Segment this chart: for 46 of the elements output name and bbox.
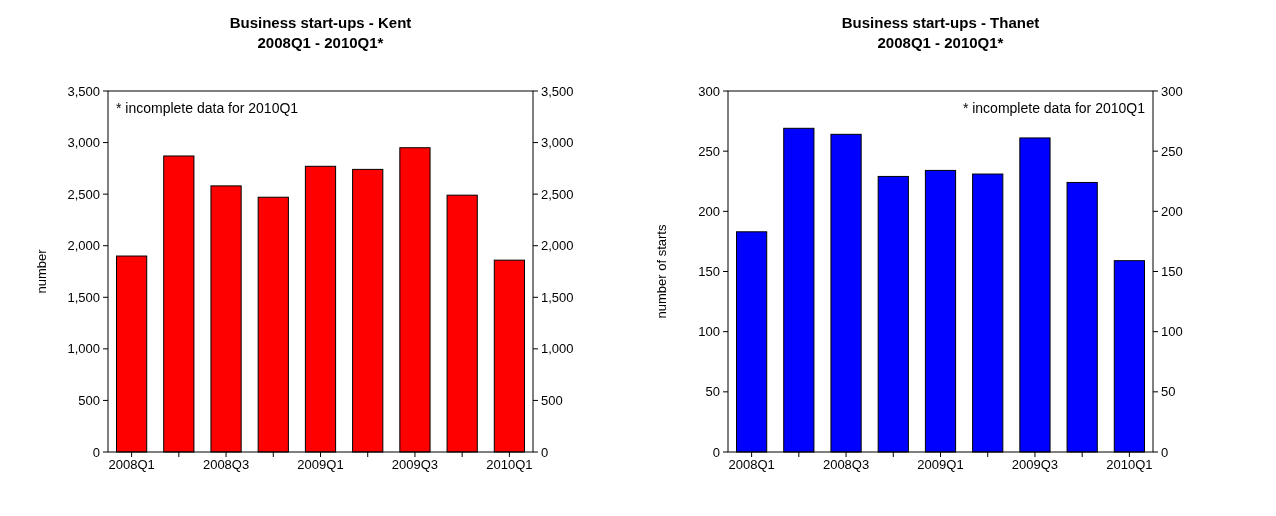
y-tick-label: 0: [92, 444, 100, 460]
y-tick-label: 0: [712, 444, 720, 460]
y-tick-label: 150: [698, 264, 720, 280]
y2-tick-label: 0: [1161, 444, 1169, 460]
x-tick-label: 2009Q1: [297, 457, 344, 472]
y-tick-label: 1,500: [67, 289, 100, 305]
y-tick-label: 1,000: [67, 341, 100, 357]
y-tick-label: 200: [698, 203, 720, 219]
y2-tick-label: 3,500: [541, 83, 574, 99]
y2-tick-label: 2,000: [541, 238, 574, 254]
x-tick-label: 2008Q1: [728, 457, 775, 472]
y-tick-label: 250: [698, 143, 720, 159]
y-tick-label: 50: [705, 384, 720, 400]
y2-tick-label: 100: [1161, 324, 1183, 340]
y2-tick-label: 250: [1161, 143, 1183, 159]
y-tick-label: 2,500: [67, 186, 100, 202]
x-tick-label: 2010Q1: [486, 457, 533, 472]
y2-tick-label: 150: [1161, 264, 1183, 280]
y-tick-label: 300: [698, 83, 720, 99]
x-tick-label: 2008Q3: [202, 457, 250, 472]
x-tick-label: 2009Q3: [391, 457, 439, 472]
y-axis-title: number: [34, 248, 49, 294]
chart-title: Business start-ups - Kent 2008Q1 - 2010Q1*: [229, 14, 412, 51]
y2-tick-label: 200: [1161, 203, 1183, 219]
annotation: * incomplete data for 2010Q1: [962, 100, 1146, 116]
y2-tick-label: 2,500: [541, 186, 574, 202]
x-tick-label: 2010Q1: [1106, 457, 1153, 472]
y2-tick-label: 50: [1161, 384, 1176, 400]
annotation: * incomplete data for 2010Q1: [116, 100, 299, 116]
x-tick-label: 2009Q1: [917, 457, 964, 472]
x-tick-label: 2008Q3: [822, 457, 870, 472]
y-tick-label: 3,500: [67, 83, 100, 99]
x-tick-label: 2009Q3: [1011, 457, 1059, 472]
y2-tick-label: 300: [1161, 83, 1183, 99]
y-tick-label: 2,000: [67, 238, 100, 254]
y-tick-label: 100: [698, 324, 720, 340]
chart-title: Business start-ups - Thanet 2008Q1 - 2010Q1*: [841, 14, 1040, 51]
y-axis-title: number of starts: [654, 224, 669, 319]
y2-tick-label: 500: [541, 392, 563, 408]
y2-tick-label: 0: [541, 444, 549, 460]
y2-tick-label: 1,000: [541, 341, 574, 357]
x-tick-label: 2008Q1: [108, 457, 155, 472]
y-tick-label: 3,000: [67, 135, 100, 151]
y2-tick-label: 3,000: [541, 135, 574, 151]
y-tick-label: 500: [78, 392, 100, 408]
y2-tick-label: 1,500: [541, 289, 574, 305]
